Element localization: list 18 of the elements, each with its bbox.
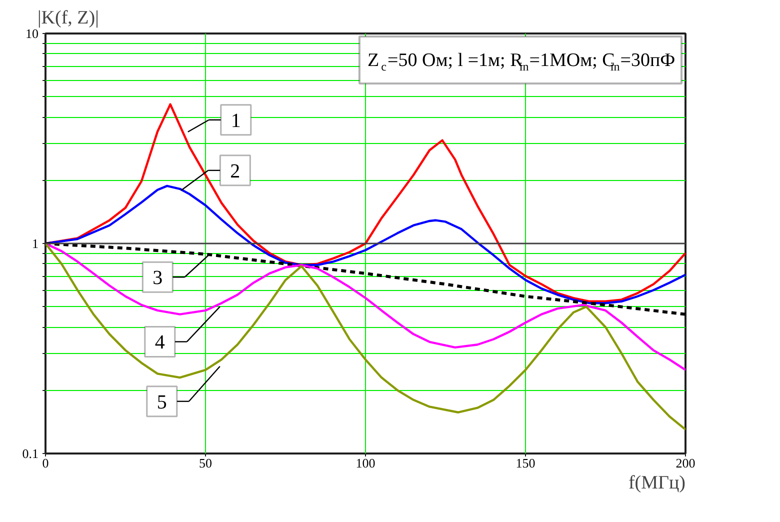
x-tick-label: 200 — [676, 456, 696, 470]
x-axis-title: f(МГц) — [628, 472, 686, 494]
x-tick-label: 100 — [356, 456, 376, 470]
y-tick-label: 1 — [32, 236, 38, 251]
annotation: 1 — [230, 110, 241, 132]
y-tick-label: 0.1 — [22, 446, 38, 461]
x-tick-label: 150 — [516, 456, 536, 470]
line-series — [46, 242, 686, 372]
x-tick-label: 50 — [199, 456, 212, 470]
annotation: 3 — [152, 267, 163, 290]
y-tick-label: 10 — [26, 26, 38, 41]
line-series — [46, 242, 686, 431]
annotation: 2 — [230, 160, 240, 182]
x-tick-label: 0 — [42, 456, 49, 470]
annotation: 5 — [156, 391, 167, 414]
line-series — [46, 242, 686, 316]
annotation: 4 — [154, 332, 165, 354]
y-axis-title: |K(f, Z)| — [38, 8, 99, 28]
